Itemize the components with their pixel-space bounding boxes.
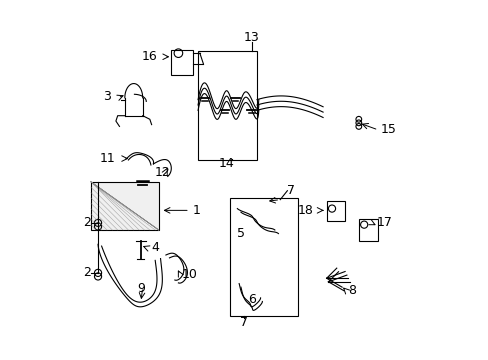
Text: 13: 13 xyxy=(244,31,259,44)
Text: 14: 14 xyxy=(218,157,234,170)
Text: 15: 15 xyxy=(380,123,395,136)
Text: 3: 3 xyxy=(103,90,111,103)
Text: 17: 17 xyxy=(376,216,392,229)
Text: 11: 11 xyxy=(100,152,116,165)
Text: 7: 7 xyxy=(287,184,295,197)
Text: 18: 18 xyxy=(298,204,313,217)
Text: 7: 7 xyxy=(240,316,248,329)
Text: 6: 6 xyxy=(247,293,255,306)
Text: 10: 10 xyxy=(182,268,198,281)
Text: 4: 4 xyxy=(151,241,159,255)
Text: 9: 9 xyxy=(137,283,144,296)
Text: 1: 1 xyxy=(192,204,200,217)
Bar xyxy=(230,198,298,316)
Text: 2: 2 xyxy=(83,216,91,229)
Text: 16: 16 xyxy=(141,50,157,63)
Text: 8: 8 xyxy=(347,284,355,297)
Bar xyxy=(91,182,159,230)
Bar xyxy=(171,50,192,75)
Bar xyxy=(358,219,378,241)
Bar xyxy=(198,51,257,160)
Bar xyxy=(326,202,344,221)
Text: 2: 2 xyxy=(83,266,91,279)
Text: 5: 5 xyxy=(237,227,244,240)
Text: 12: 12 xyxy=(154,166,170,179)
